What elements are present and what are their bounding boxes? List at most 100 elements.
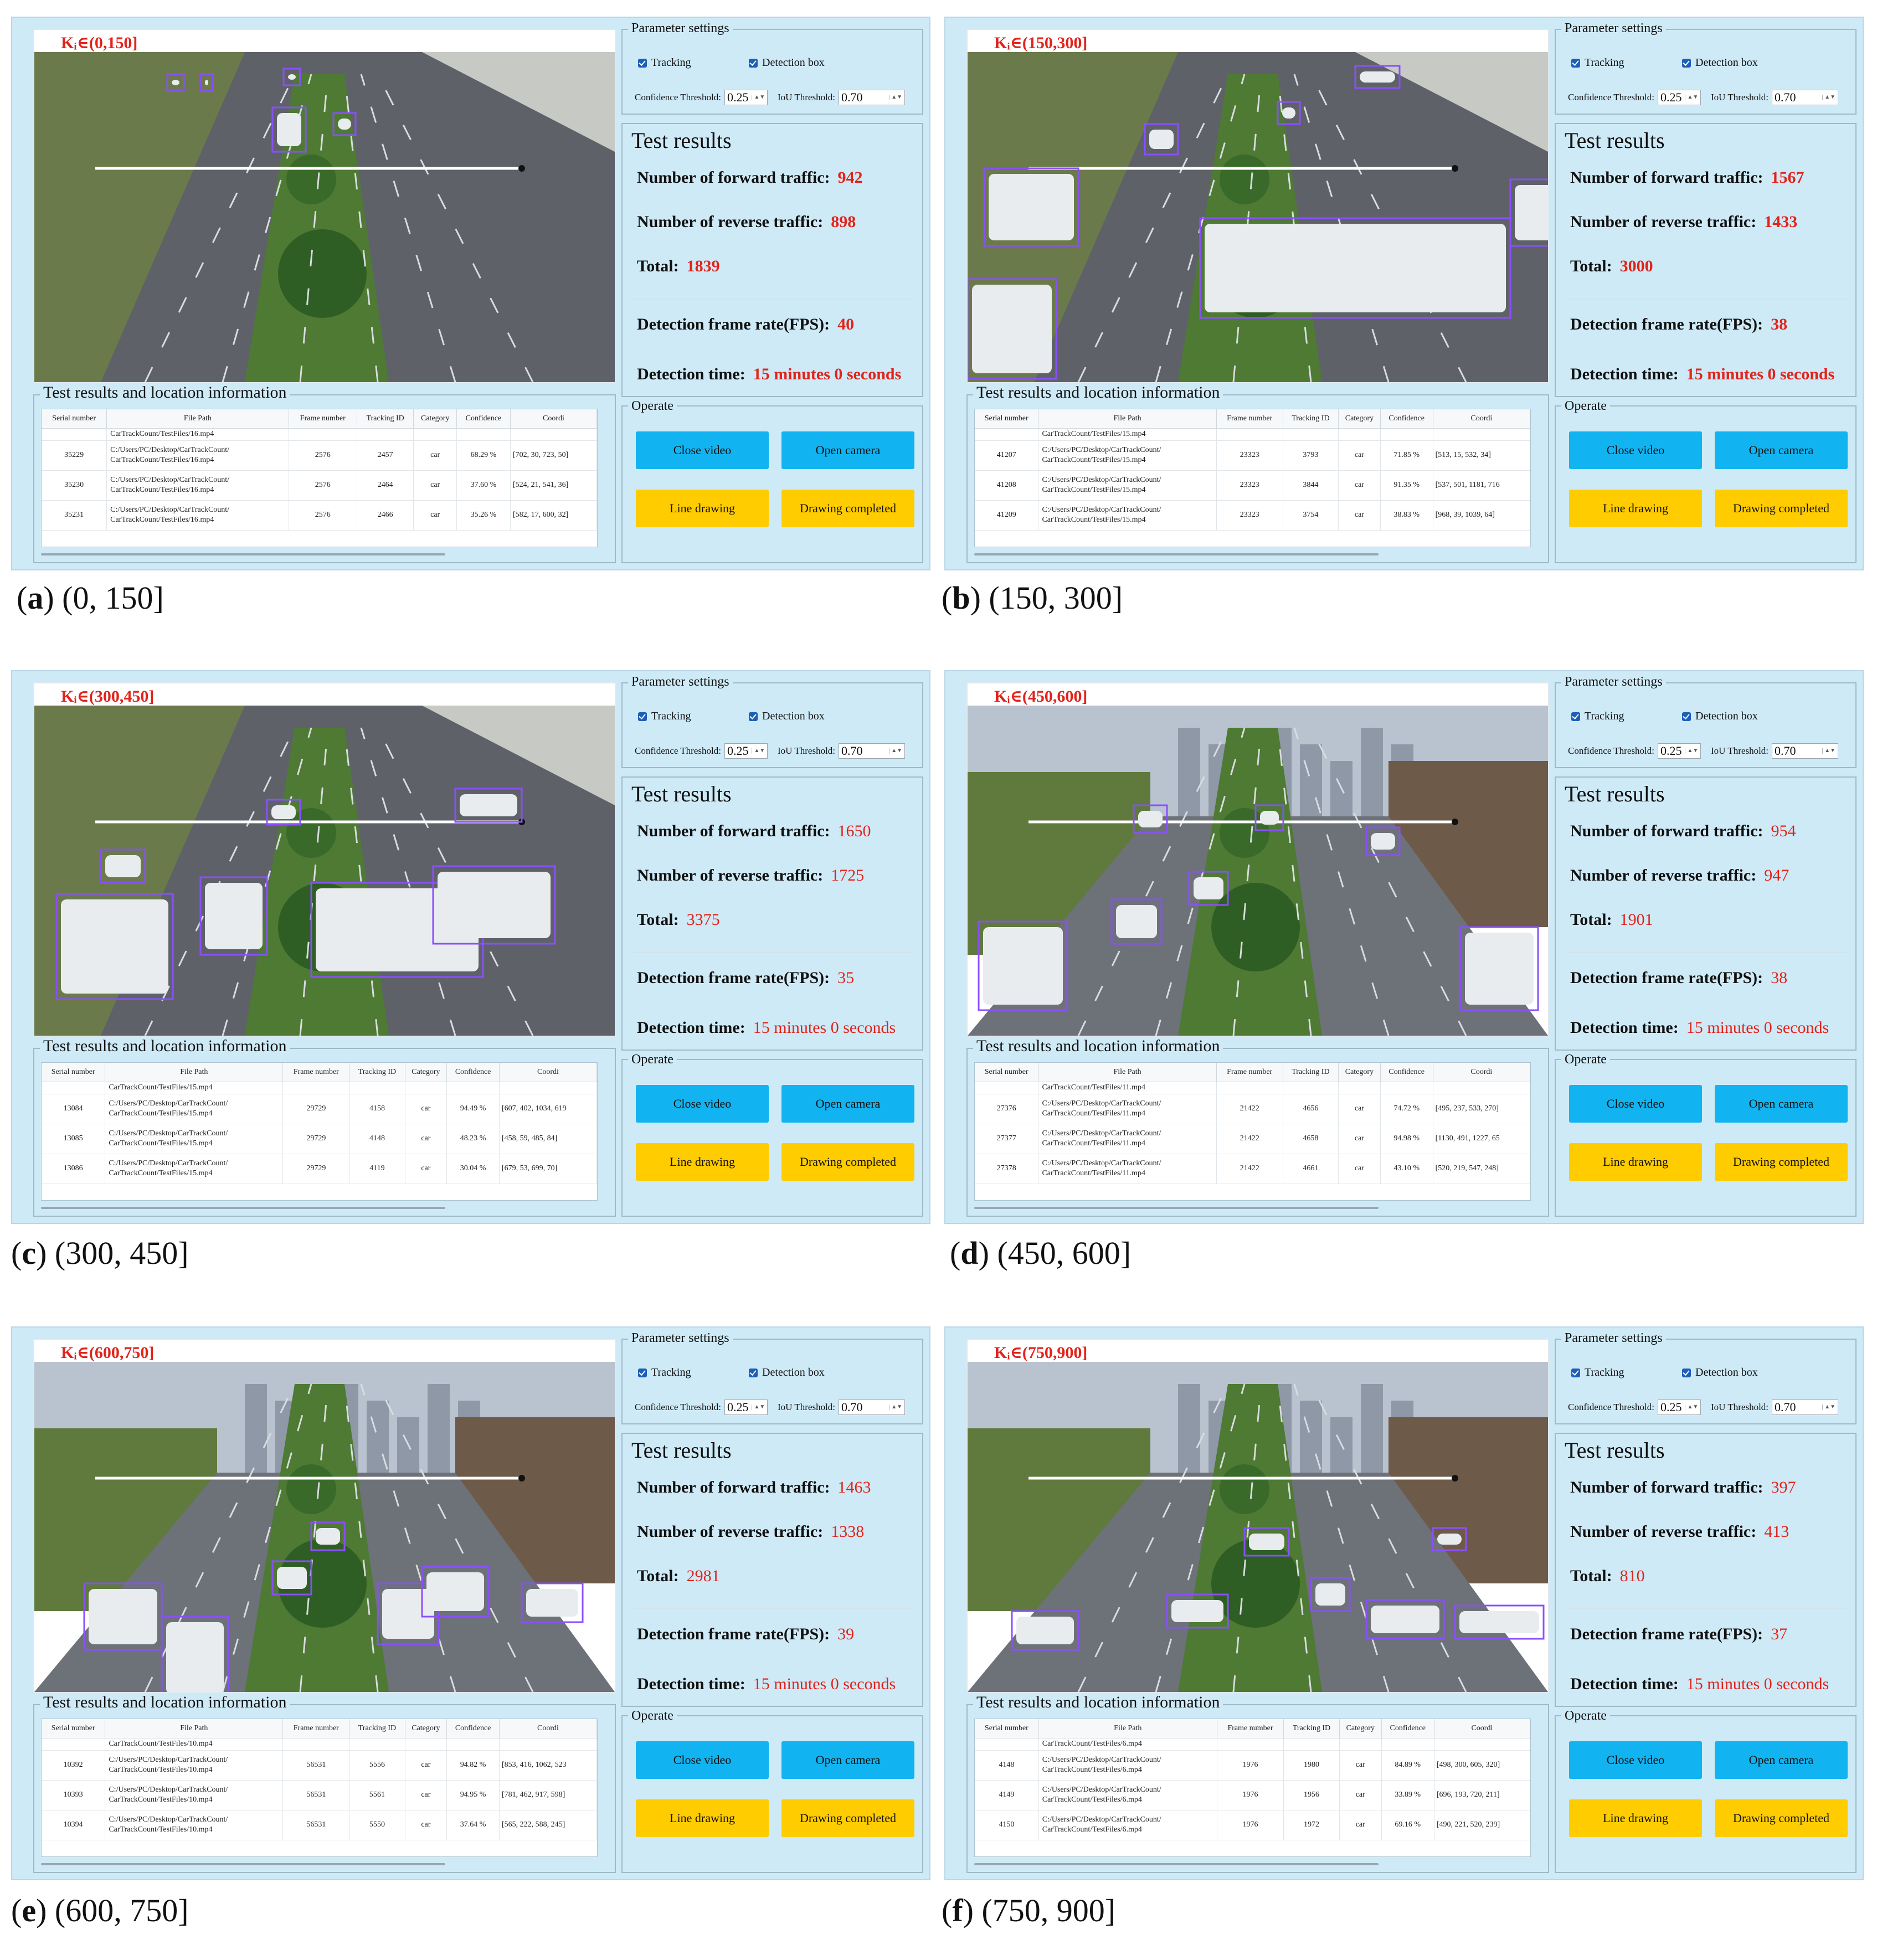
iou-spinbox[interactable]: 0.70 ▲▼: [839, 90, 906, 105]
iou-spinbox[interactable]: 0.70 ▲▼: [839, 743, 906, 759]
detection-box-checkbox[interactable]: Detection box: [1682, 1366, 1758, 1379]
close-video-button[interactable]: Close video: [636, 1085, 769, 1123]
table-row[interactable]: 27378 C:/Users/PC/Desktop/CarTrackCount/C…: [975, 1154, 1530, 1184]
detection-box-checkbox[interactable]: Detection box: [749, 1366, 825, 1379]
line-drawing-button[interactable]: Line drawing: [1569, 1143, 1702, 1181]
iou-spinbox[interactable]: 0.70 ▲▼: [1772, 1400, 1839, 1415]
table-row[interactable]: 13086 C:/Users/PC/Desktop/CarTrackCount/C…: [42, 1154, 597, 1184]
results-table[interactable]: Serial number File Path Frame number Tracki…: [974, 1062, 1531, 1201]
table-row-partial[interactable]: CarTrackCount/TestFiles/15.mp4: [42, 1082, 597, 1094]
detection-box-checkbox[interactable]: Detection box: [749, 710, 825, 723]
horizontal-scrollbar[interactable]: [974, 553, 1379, 555]
tracking-checkbox[interactable]: Tracking: [638, 1366, 691, 1379]
drawing-completed-button[interactable]: Drawing completed: [1715, 490, 1848, 527]
line-drawing-button[interactable]: Line drawing: [636, 1799, 769, 1837]
spin-arrows-icon[interactable]: ▲▼: [752, 1405, 765, 1410]
line-drawing-button[interactable]: Line drawing: [636, 490, 769, 527]
spin-arrows-icon[interactable]: ▲▼: [1822, 1405, 1835, 1410]
horizontal-scrollbar[interactable]: [41, 1863, 445, 1865]
results-table[interactable]: Serial number File Path Frame number Tracki…: [41, 409, 598, 547]
close-video-button[interactable]: Close video: [1569, 1085, 1702, 1123]
spin-arrows-icon[interactable]: ▲▼: [752, 95, 765, 100]
table-row[interactable]: 4150 C:/Users/PC/Desktop/CarTrackCount/Ca…: [975, 1810, 1530, 1840]
line-drawing-button[interactable]: Line drawing: [1569, 490, 1702, 527]
table-row-partial[interactable]: CarTrackCount/TestFiles/11.mp4: [975, 1082, 1530, 1094]
tracking-checkbox[interactable]: Tracking: [1571, 1366, 1624, 1379]
close-video-button[interactable]: Close video: [636, 1741, 769, 1779]
table-row[interactable]: 4148 C:/Users/PC/Desktop/CarTrackCount/Ca…: [975, 1750, 1530, 1781]
spin-arrows-icon[interactable]: ▲▼: [1685, 95, 1698, 100]
detection-box-checkbox[interactable]: Detection box: [1682, 56, 1758, 69]
table-row[interactable]: 10394 C:/Users/PC/Desktop/CarTrackCount/C…: [42, 1810, 597, 1840]
tracking-checkbox[interactable]: Tracking: [1571, 710, 1624, 723]
spin-arrows-icon[interactable]: ▲▼: [1822, 95, 1835, 100]
detection-box-checkbox[interactable]: Detection box: [749, 56, 825, 69]
drawing-completed-button[interactable]: Drawing completed: [781, 490, 914, 527]
table-row[interactable]: 41208 C:/Users/PC/Desktop/CarTrackCount/C…: [975, 470, 1530, 501]
tracking-checkbox[interactable]: Tracking: [638, 710, 691, 723]
horizontal-scrollbar[interactable]: [974, 1207, 1379, 1209]
confidence-cell: 94.82 %: [446, 1750, 500, 1781]
close-video-button[interactable]: Close video: [636, 431, 769, 469]
spin-arrows-icon[interactable]: ▲▼: [889, 748, 902, 754]
confidence-spinbox[interactable]: 0.25 ▲▼: [1657, 90, 1701, 105]
horizontal-scrollbar[interactable]: [41, 1207, 445, 1209]
confidence-spinbox[interactable]: 0.25 ▲▼: [724, 743, 768, 759]
line-drawing-button[interactable]: Line drawing: [1569, 1799, 1702, 1837]
interval-range: (600,750]: [89, 1344, 155, 1362]
open-camera-button[interactable]: Open camera: [781, 431, 914, 469]
total-row: Total: 2981: [637, 1567, 720, 1586]
spin-arrows-icon[interactable]: ▲▼: [889, 1405, 902, 1410]
table-row-partial[interactable]: CarTrackCount/TestFiles/15.mp4: [975, 428, 1530, 441]
horizontal-scrollbar[interactable]: [41, 553, 445, 555]
spin-arrows-icon[interactable]: ▲▼: [1685, 1405, 1698, 1410]
line-drawing-button[interactable]: Line drawing: [636, 1143, 769, 1181]
table-row[interactable]: 13085 C:/Users/PC/Desktop/CarTrackCount/C…: [42, 1124, 597, 1154]
spin-arrows-icon[interactable]: ▲▼: [889, 95, 902, 100]
video-area: Kᵢ∈(450,600]: [966, 682, 1549, 1037]
drawing-completed-button[interactable]: Drawing completed: [781, 1143, 914, 1181]
open-camera-button[interactable]: Open camera: [1715, 1741, 1848, 1779]
horizontal-scrollbar[interactable]: [974, 1863, 1379, 1865]
table-row-partial[interactable]: CarTrackCount/TestFiles/16.mp4: [42, 428, 597, 441]
table-row[interactable]: 10393 C:/Users/PC/Desktop/CarTrackCount/C…: [42, 1780, 597, 1810]
results-table[interactable]: Serial number File Path Frame number Tracki…: [41, 1062, 598, 1201]
results-table[interactable]: Serial number File Path Frame number Tracki…: [974, 1719, 1531, 1857]
results-table[interactable]: Serial number File Path Frame number Tracki…: [41, 1719, 598, 1857]
spin-arrows-icon[interactable]: ▲▼: [752, 748, 765, 754]
iou-spinbox[interactable]: 0.70 ▲▼: [1772, 90, 1839, 105]
confidence-spinbox[interactable]: 0.25 ▲▼: [724, 1400, 768, 1415]
table-row[interactable]: 41209 C:/Users/PC/Desktop/CarTrackCount/C…: [975, 500, 1530, 531]
detection-box-checkbox[interactable]: Detection box: [1682, 710, 1758, 723]
table-row[interactable]: 10392 C:/Users/PC/Desktop/CarTrackCount/C…: [42, 1750, 597, 1781]
spin-arrows-icon[interactable]: ▲▼: [1822, 748, 1835, 754]
drawing-completed-button[interactable]: Drawing completed: [1715, 1799, 1848, 1837]
table-row[interactable]: 35229 C:/Users/PC/Desktop/CarTrackCount/C…: [42, 440, 597, 471]
close-video-button[interactable]: Close video: [1569, 1741, 1702, 1779]
open-camera-button[interactable]: Open camera: [1715, 1085, 1848, 1123]
confidence-spinbox[interactable]: 0.25 ▲▼: [1657, 1400, 1701, 1415]
close-video-button[interactable]: Close video: [1569, 431, 1702, 469]
drawing-completed-button[interactable]: Drawing completed: [781, 1799, 914, 1837]
table-row-partial[interactable]: CarTrackCount/TestFiles/10.mp4: [42, 1738, 597, 1751]
table-row[interactable]: 35230 C:/Users/PC/Desktop/CarTrackCount/C…: [42, 470, 597, 501]
open-camera-button[interactable]: Open camera: [1715, 431, 1848, 469]
table-row[interactable]: 27377 C:/Users/PC/Desktop/CarTrackCount/C…: [975, 1124, 1530, 1154]
table-row[interactable]: 27376 C:/Users/PC/Desktop/CarTrackCount/C…: [975, 1094, 1530, 1124]
table-row[interactable]: 41207 C:/Users/PC/Desktop/CarTrackCount/C…: [975, 440, 1530, 471]
spin-arrows-icon[interactable]: ▲▼: [1685, 748, 1698, 754]
open-camera-button[interactable]: Open camera: [781, 1085, 914, 1123]
table-row-partial[interactable]: CarTrackCount/TestFiles/6.mp4: [975, 1738, 1530, 1751]
iou-spinbox[interactable]: 0.70 ▲▼: [839, 1400, 906, 1415]
results-table[interactable]: Serial number File Path Frame number Tracki…: [974, 409, 1531, 547]
tracking-checkbox[interactable]: Tracking: [1571, 56, 1624, 69]
table-row[interactable]: 13084 C:/Users/PC/Desktop/CarTrackCount/C…: [42, 1094, 597, 1124]
confidence-spinbox[interactable]: 0.25 ▲▼: [1657, 743, 1701, 759]
drawing-completed-button[interactable]: Drawing completed: [1715, 1143, 1848, 1181]
confidence-spinbox[interactable]: 0.25 ▲▼: [724, 90, 768, 105]
tracking-checkbox[interactable]: Tracking: [638, 56, 691, 69]
iou-spinbox[interactable]: 0.70 ▲▼: [1772, 743, 1839, 759]
open-camera-button[interactable]: Open camera: [781, 1741, 914, 1779]
table-row[interactable]: 4149 C:/Users/PC/Desktop/CarTrackCount/Ca…: [975, 1780, 1530, 1810]
table-row[interactable]: 35231 C:/Users/PC/Desktop/CarTrackCount/C…: [42, 500, 597, 531]
